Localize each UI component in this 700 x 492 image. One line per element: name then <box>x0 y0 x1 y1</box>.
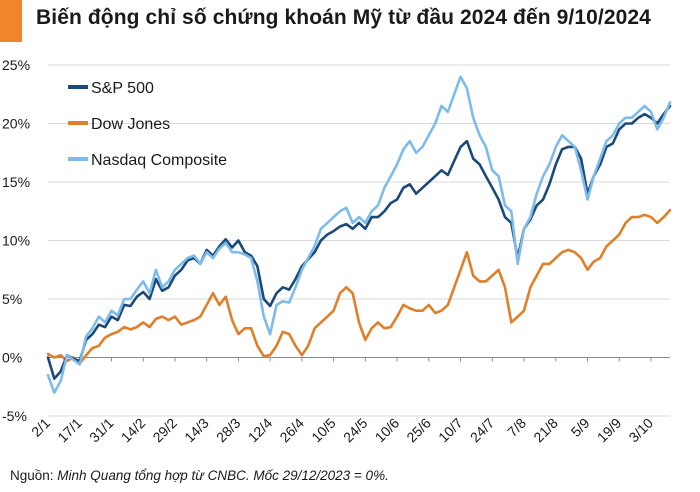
chart-canvas: -5%0%5%10%15%20%25% 2/1 17/1 31/1 14/2 29/2 1… <box>2 57 672 446</box>
y-axis: -5% 0% 5% 10% 15% 20% 25% <box>2 57 30 424</box>
series-line-nasdaq-composite <box>46 75 672 394</box>
x-tick-label: 26/4 <box>276 415 307 446</box>
x-tick-label: 14/3 <box>181 415 212 446</box>
x-tick-label: 21/8 <box>530 415 561 446</box>
x-tick-label: 29/2 <box>149 415 180 446</box>
x-tick-label: 10/5 <box>308 415 339 446</box>
legend-label: S&P 500 <box>91 80 154 97</box>
x-tick-label: 3/10 <box>625 415 656 446</box>
source-text: Minh Quang tổng hợp từ CNBC. Mốc 29/12/2… <box>57 468 389 483</box>
x-tick-label: 17/1 <box>54 415 85 446</box>
y-tick-label: 5% <box>2 291 22 307</box>
x-tick-label: 14/2 <box>118 415 149 446</box>
y-tick-label: -5% <box>2 408 27 424</box>
y-tick-label: 15% <box>2 174 30 190</box>
legend: S&P 500 Dow Jones Nasdaq Composite <box>68 80 227 169</box>
x-tick-label: 10/7 <box>435 415 466 446</box>
source-label: Nguồn: <box>10 468 58 483</box>
chart-title: Biến động chỉ số chứng khoán Mỹ từ đầu 2… <box>36 6 651 29</box>
legend-label: Dow Jones <box>91 116 170 133</box>
series-layer <box>46 75 672 394</box>
legend-label: Nasdaq Composite <box>91 152 227 169</box>
x-tick-label: 28/3 <box>213 415 244 446</box>
x-tick-label: 2/1 <box>28 415 53 440</box>
x-tick-label: 24/5 <box>340 415 371 446</box>
y-tick-label: 10% <box>2 233 30 249</box>
y-tick-label: 25% <box>2 57 30 73</box>
series-line-s-p-500 <box>46 104 672 380</box>
title-accent-bar <box>0 0 22 42</box>
x-tick-label: 31/1 <box>86 415 117 446</box>
y-tick-label: 0% <box>2 350 22 366</box>
x-tick-label: 24/7 <box>467 415 498 446</box>
x-axis: 2/1 17/1 31/1 14/2 29/2 14/3 28/3 12/4 26/4 10/5 2… <box>28 357 670 446</box>
x-tick-label: 12/4 <box>245 415 276 446</box>
x-tick-label: 5/9 <box>568 415 593 440</box>
x-tick-label: 25/6 <box>403 415 434 446</box>
x-tick-label: 10/6 <box>372 415 403 446</box>
source-note: Nguồn: Minh Quang tổng hợp từ CNBC. Mốc … <box>10 468 389 483</box>
x-tick-label: 19/9 <box>594 415 625 446</box>
series-line-dow-jones <box>46 208 672 365</box>
y-tick-label: 20% <box>2 116 30 132</box>
x-tick-label: 7/8 <box>504 415 529 440</box>
